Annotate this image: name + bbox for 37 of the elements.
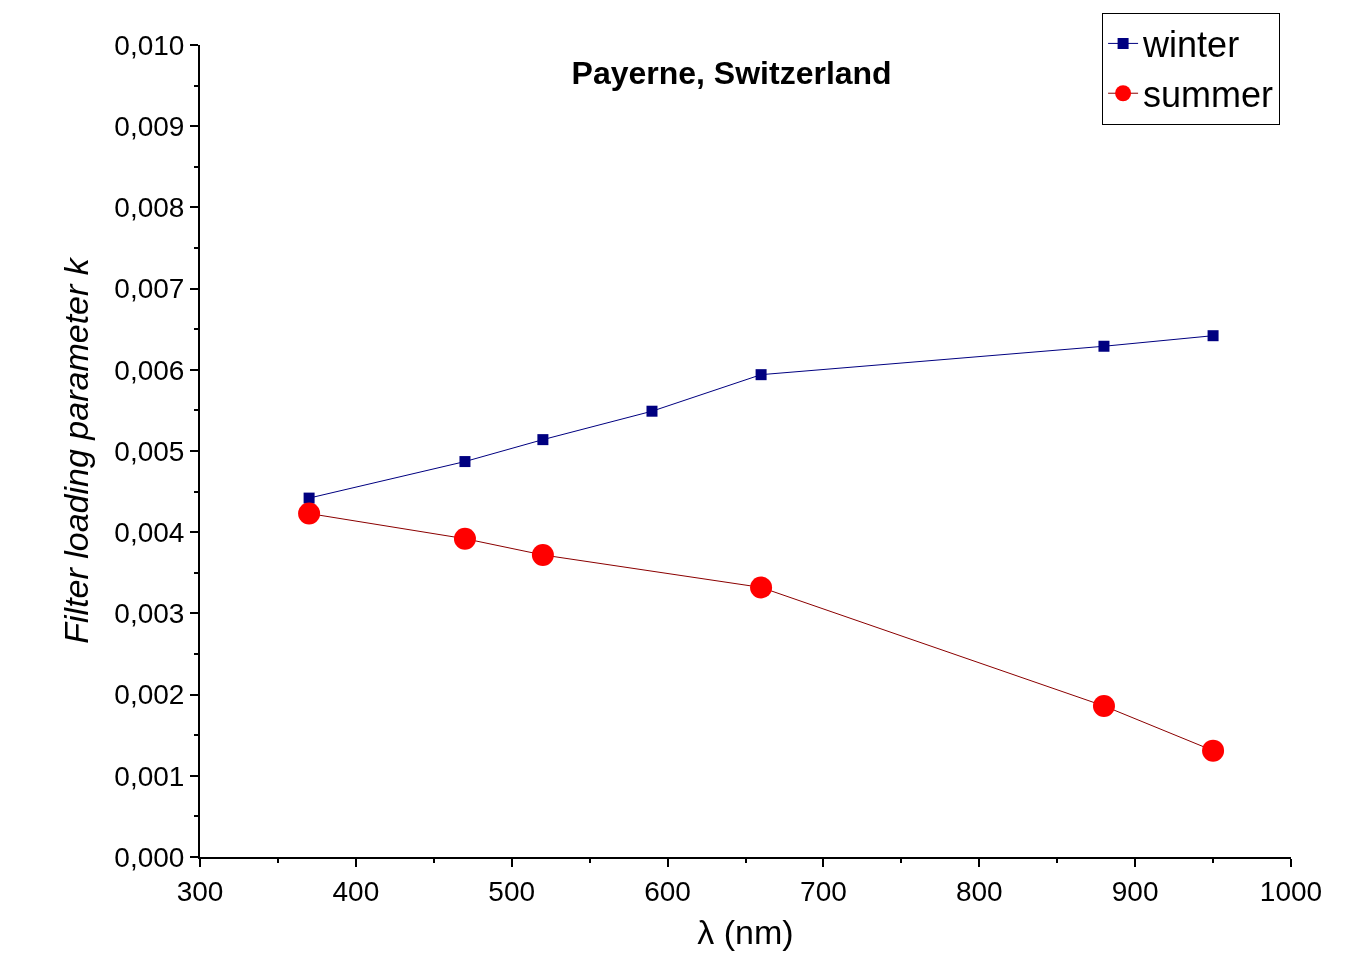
point — [1207, 330, 1219, 342]
y-tick-label: 0,005 — [114, 435, 185, 467]
chart-title: Payerne, Switzerland — [571, 54, 892, 91]
point — [646, 405, 658, 417]
y-tick-label: 0,009 — [114, 111, 185, 142]
x-tick-label: 1000 — [1259, 875, 1323, 907]
point — [1098, 340, 1110, 352]
point — [298, 502, 321, 525]
x-tick-label: 600 — [644, 875, 691, 907]
y-tick-label: 0,006 — [114, 354, 185, 386]
point — [750, 576, 773, 599]
y-tick-label: 0,002 — [114, 679, 185, 711]
point — [1092, 694, 1115, 717]
x-axis-title: λ (nm) — [697, 913, 794, 952]
y-tick-label: 0,008 — [114, 192, 185, 224]
y-tick-label: 0,010 — [114, 29, 185, 61]
x-tick-label: 300 — [176, 875, 224, 907]
y-tick-label: 0,001 — [114, 760, 185, 792]
point — [1202, 739, 1225, 762]
y-tick-label: 0,007 — [114, 273, 185, 305]
y-axis-title: Filter loading parameter k — [57, 256, 96, 644]
legend-label: summer — [1143, 74, 1274, 116]
point — [453, 527, 476, 550]
x-tick-label: 900 — [1111, 875, 1159, 907]
x-tick-label: 500 — [488, 875, 536, 907]
x-tick-label: 400 — [332, 875, 380, 907]
y-tick-label: 0,003 — [114, 598, 185, 630]
point — [459, 456, 471, 468]
point — [531, 543, 554, 566]
legend-label: winter — [1142, 24, 1240, 66]
point — [537, 434, 549, 446]
point — [755, 369, 767, 381]
y-tick-label: 0,000 — [114, 841, 185, 873]
point — [303, 492, 315, 504]
y-tick-label: 0,004 — [114, 517, 185, 548]
x-tick-label: 700 — [800, 875, 847, 907]
x-tick-label: 800 — [955, 875, 1003, 907]
